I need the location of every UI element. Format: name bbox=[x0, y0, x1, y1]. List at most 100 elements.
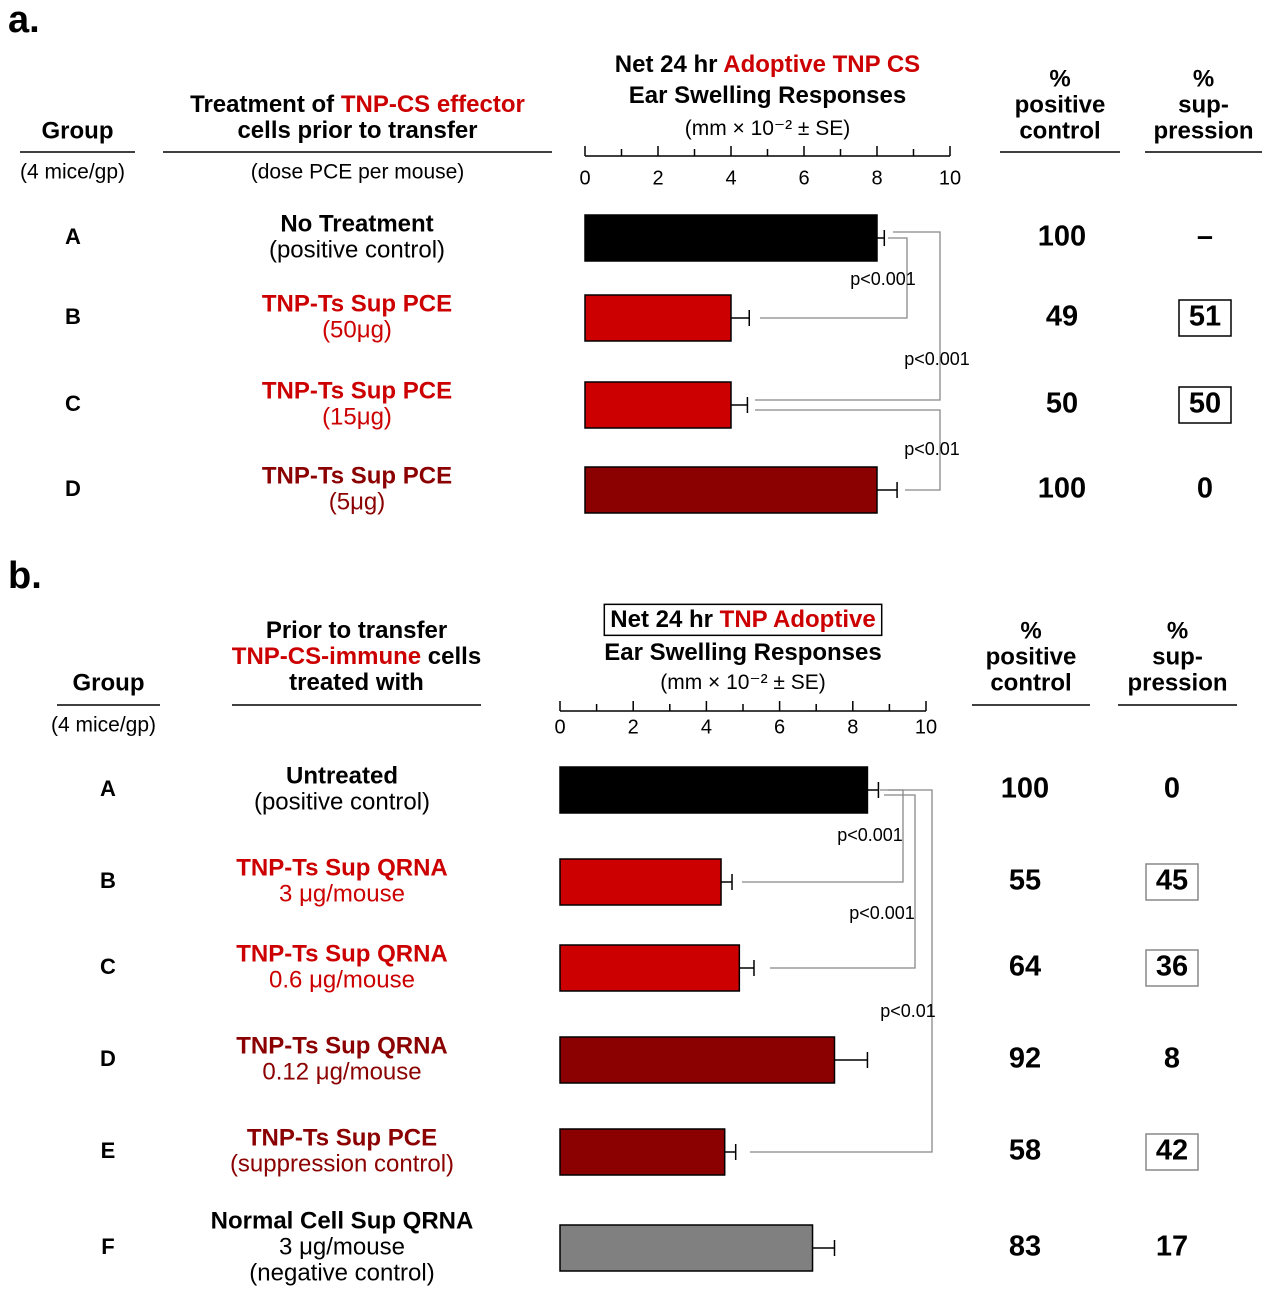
suppression-box bbox=[1145, 863, 1199, 901]
treatment-label: Normal Cell Sup QRNA bbox=[211, 1207, 474, 1234]
x-tick-label: 4 bbox=[725, 167, 736, 189]
error-bar bbox=[877, 230, 886, 246]
suppression: 0 bbox=[1197, 473, 1213, 505]
chart-title: Net 24 hr TNP Adoptive bbox=[610, 606, 875, 633]
chart-title: Ear Swelling Responses bbox=[629, 82, 906, 109]
p-value: p<0.01 bbox=[904, 439, 960, 459]
error-bar bbox=[834, 1052, 869, 1068]
header-part: TNP-CS-immune bbox=[232, 643, 421, 670]
positive-control: 100 bbox=[1001, 773, 1049, 805]
significance-bracket bbox=[770, 794, 916, 969]
x-tick-label: 6 bbox=[774, 716, 785, 738]
bar bbox=[584, 466, 878, 514]
group-header: Group bbox=[73, 669, 145, 696]
error-bar bbox=[724, 1144, 737, 1160]
group-letter: C bbox=[65, 391, 81, 416]
x-tick-label: 2 bbox=[628, 716, 639, 738]
title-part: (mm × 10⁻² ± SE) bbox=[685, 117, 851, 140]
suppression: 45 bbox=[1156, 865, 1188, 897]
suppression: 51 bbox=[1189, 301, 1221, 333]
treatment-label: (suppression control) bbox=[230, 1150, 454, 1177]
treatment-label: 3 μg/mouse bbox=[279, 1233, 405, 1260]
treatment-label: (positive control) bbox=[254, 788, 430, 815]
treatment-label: TNP-Ts Sup QRNA bbox=[236, 854, 448, 881]
treatment-label: TNP-Ts Sup QRNA bbox=[236, 940, 448, 967]
group-sub: (4 mice/gp) bbox=[20, 161, 125, 184]
suppression-header: pression bbox=[1153, 117, 1253, 144]
positive-header: control bbox=[1019, 117, 1100, 144]
treatment-label: Untreated bbox=[286, 762, 398, 789]
suppression-box bbox=[1145, 1133, 1199, 1171]
treatment-header: cells prior to transfer bbox=[237, 117, 477, 144]
chart-title: Ear Swelling Responses bbox=[604, 639, 881, 666]
significance-bracket bbox=[755, 409, 941, 491]
error-bar bbox=[812, 1240, 836, 1256]
x-tick-label: 4 bbox=[701, 716, 712, 738]
suppression-box bbox=[1178, 386, 1232, 424]
suppression: 36 bbox=[1156, 951, 1188, 983]
group-letter: B bbox=[65, 304, 81, 329]
treatment-label: No Treatment bbox=[280, 210, 433, 237]
group-sub: (4 mice/gp) bbox=[51, 714, 156, 737]
significance-bracket bbox=[755, 231, 941, 401]
treatment-label: 0.12 μg/mouse bbox=[262, 1058, 421, 1085]
suppression-header: sup- bbox=[1152, 643, 1203, 670]
x-tick-label: 8 bbox=[871, 167, 882, 189]
suppression-header: sup- bbox=[1178, 91, 1229, 118]
treatment-label: (positive control) bbox=[269, 236, 445, 263]
title-box bbox=[603, 603, 883, 637]
treatment-label: 3 μg/mouse bbox=[279, 880, 405, 907]
header-part: cells prior to transfer bbox=[237, 117, 477, 144]
treatment-label: TNP-Ts Sup PCE bbox=[247, 1124, 437, 1151]
suppression-header: % bbox=[1193, 65, 1214, 92]
treatment-label: TNP-Ts Sup QRNA bbox=[236, 1032, 448, 1059]
positive-control: 58 bbox=[1009, 1135, 1041, 1167]
suppression: 50 bbox=[1189, 388, 1221, 420]
treatment-sub: (dose PCE per mouse) bbox=[251, 161, 465, 184]
bar bbox=[559, 1224, 814, 1272]
suppression: 42 bbox=[1156, 1135, 1188, 1167]
treatment-label: (15μg) bbox=[322, 403, 392, 430]
positive-header: % bbox=[1049, 65, 1070, 92]
title-part: Net 24 hr bbox=[615, 51, 723, 78]
chart-title: (mm × 10⁻² ± SE) bbox=[685, 117, 851, 140]
positive-control: 64 bbox=[1009, 951, 1041, 983]
x-tick-label: 6 bbox=[798, 167, 809, 189]
bar bbox=[559, 858, 722, 906]
x-tick-label: 10 bbox=[939, 167, 961, 189]
header-part: Treatment of bbox=[190, 91, 341, 118]
positive-control: 92 bbox=[1009, 1043, 1041, 1075]
chart-title: Net 24 hr Adoptive TNP CS bbox=[615, 51, 920, 78]
suppression: 0 bbox=[1164, 773, 1180, 805]
p-value: p<0.01 bbox=[880, 1001, 936, 1021]
positive-control: 100 bbox=[1038, 221, 1086, 253]
error-bar bbox=[877, 482, 898, 498]
positive-control: 50 bbox=[1046, 388, 1078, 420]
treatment-label: TNP-Ts Sup PCE bbox=[262, 290, 452, 317]
p-value: p<0.001 bbox=[850, 269, 916, 289]
error-bar bbox=[867, 782, 880, 798]
header-part: cells bbox=[421, 643, 481, 670]
header-part: TNP-CS effector bbox=[341, 91, 525, 118]
treatment-header: treated with bbox=[289, 669, 424, 696]
group-header: Group bbox=[42, 117, 114, 144]
treatment-label: TNP-Ts Sup PCE bbox=[262, 377, 452, 404]
treatment-label: (50μg) bbox=[322, 316, 392, 343]
positive-header: positive bbox=[986, 643, 1077, 670]
p-value: p<0.001 bbox=[849, 903, 915, 923]
title-part: (mm × 10⁻² ± SE) bbox=[660, 671, 826, 694]
group-letter: A bbox=[65, 224, 81, 249]
panel-label: a. bbox=[8, 0, 40, 41]
treatment-header: Treatment of TNP-CS effector bbox=[190, 91, 525, 118]
error-bar bbox=[739, 960, 755, 976]
panel-label: b. bbox=[8, 555, 42, 597]
suppression-box bbox=[1145, 949, 1199, 987]
error-bar bbox=[721, 874, 733, 890]
suppression-header: pression bbox=[1127, 669, 1227, 696]
suppression: – bbox=[1197, 221, 1213, 253]
bar bbox=[584, 294, 732, 342]
positive-control: 83 bbox=[1009, 1231, 1041, 1263]
treatment-label: 0.6 μg/mouse bbox=[269, 966, 415, 993]
positive-control: 100 bbox=[1038, 473, 1086, 505]
